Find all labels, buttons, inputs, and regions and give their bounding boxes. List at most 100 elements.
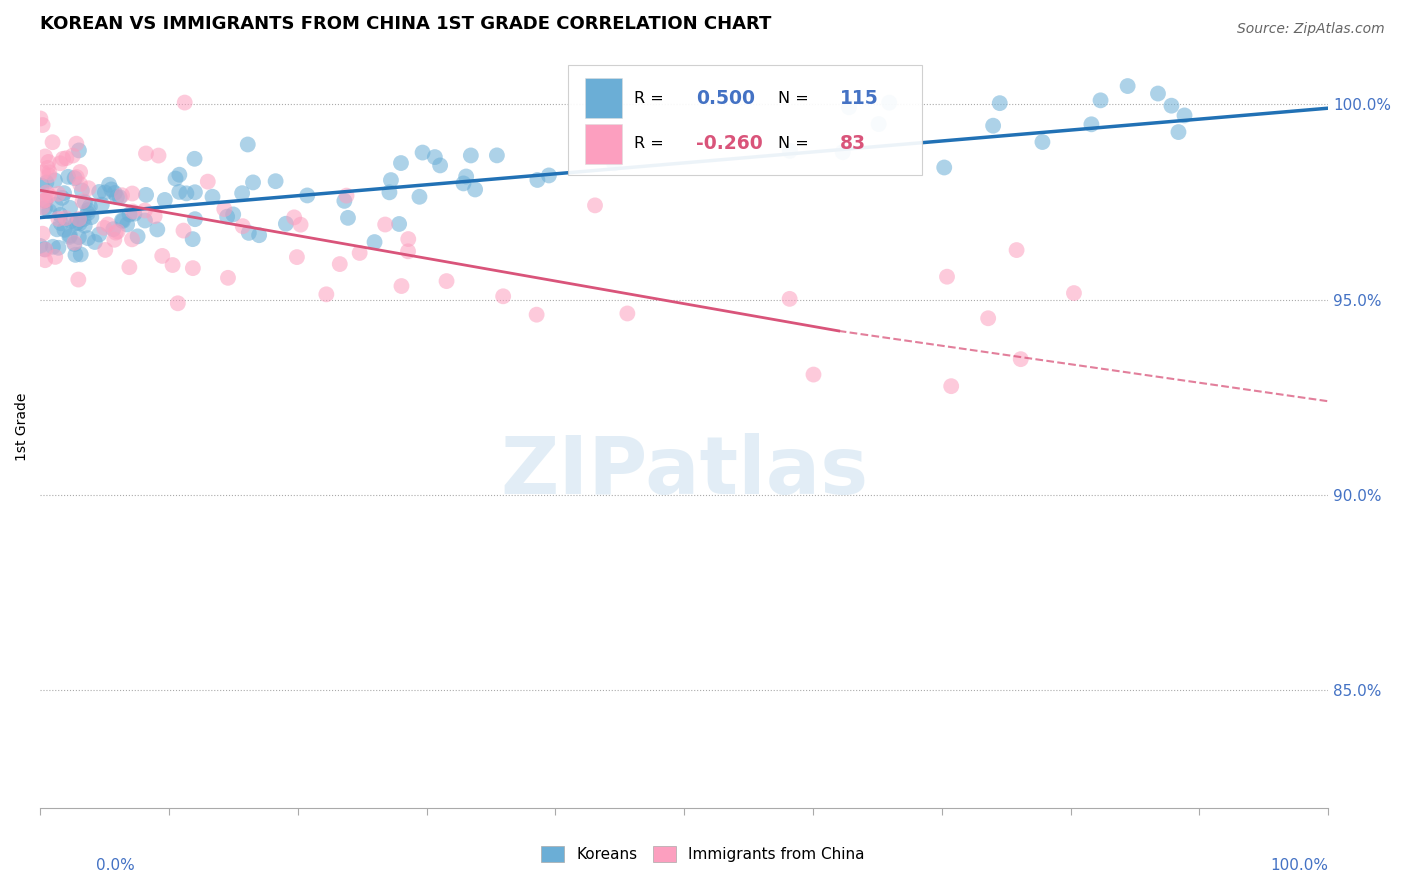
Point — [941, 379, 963, 393]
Point — [201, 190, 224, 204]
Point — [877, 95, 900, 110]
Point — [135, 187, 157, 202]
Text: N =: N = — [778, 136, 814, 152]
Point — [46, 222, 69, 236]
Point — [41, 135, 63, 149]
Point — [460, 148, 482, 162]
Point — [169, 168, 191, 182]
Point — [526, 173, 548, 187]
Point — [80, 210, 103, 224]
Text: ZIPatlas: ZIPatlas — [501, 434, 869, 511]
Point — [76, 231, 98, 245]
Point — [274, 217, 297, 231]
Point — [34, 201, 56, 215]
Point — [44, 250, 66, 264]
Point — [51, 191, 73, 205]
Point — [977, 311, 1000, 326]
Point — [936, 269, 959, 284]
Text: Source: ZipAtlas.com: Source: ZipAtlas.com — [1237, 22, 1385, 37]
Point — [391, 279, 413, 293]
Point — [38, 169, 60, 183]
Point — [111, 214, 134, 228]
Point — [32, 194, 55, 208]
Point — [1063, 286, 1085, 301]
Point — [63, 237, 86, 252]
Text: 115: 115 — [839, 88, 879, 108]
Point — [94, 243, 117, 257]
Point — [31, 178, 53, 193]
Point — [42, 240, 65, 254]
Point — [103, 222, 125, 236]
Point — [73, 195, 96, 210]
Point — [89, 185, 111, 199]
Point — [65, 136, 87, 151]
Point — [31, 118, 53, 132]
Point — [94, 186, 117, 200]
Point — [77, 181, 100, 195]
Point — [380, 173, 402, 187]
Point — [217, 210, 239, 224]
Point — [77, 203, 100, 218]
Point — [838, 100, 860, 114]
Point — [1080, 117, 1102, 131]
Point — [389, 156, 412, 170]
Point — [222, 207, 245, 221]
Point — [35, 176, 58, 190]
Point — [121, 186, 143, 201]
Text: 0.0%: 0.0% — [96, 858, 135, 873]
Point — [34, 194, 56, 208]
Point — [217, 270, 239, 285]
Point — [66, 170, 89, 185]
Point — [492, 289, 515, 303]
Point — [46, 186, 69, 201]
Point — [603, 156, 626, 170]
Point — [934, 161, 956, 175]
Point — [38, 204, 60, 219]
Point — [55, 151, 77, 165]
Point — [981, 119, 1004, 133]
Point — [1031, 135, 1053, 149]
Point — [616, 306, 638, 320]
Text: R =: R = — [634, 91, 669, 106]
Point — [146, 222, 169, 236]
Point — [35, 193, 58, 207]
Point — [236, 137, 259, 152]
Point — [988, 96, 1011, 111]
Point — [181, 232, 204, 246]
Point — [98, 178, 121, 192]
Point — [37, 155, 59, 169]
Point — [34, 242, 56, 256]
Point — [173, 224, 195, 238]
Point — [264, 174, 287, 188]
Point — [90, 197, 112, 211]
Point — [56, 169, 79, 184]
Point — [464, 182, 486, 196]
Point — [100, 182, 122, 196]
Point — [31, 200, 53, 214]
Point — [290, 218, 312, 232]
Point — [247, 228, 270, 243]
Text: KOREAN VS IMMIGRANTS FROM CHINA 1ST GRADE CORRELATION CHART: KOREAN VS IMMIGRANTS FROM CHINA 1ST GRAD… — [41, 15, 772, 33]
Point — [396, 232, 419, 246]
Point — [31, 227, 53, 241]
FancyBboxPatch shape — [585, 124, 623, 164]
Point — [162, 258, 184, 272]
Point — [1167, 125, 1189, 139]
Point — [169, 185, 191, 199]
Point — [34, 253, 56, 268]
Point — [134, 213, 156, 227]
Point — [83, 235, 105, 249]
Point — [143, 209, 166, 223]
Point — [1147, 87, 1170, 101]
Point — [429, 158, 451, 172]
Point — [197, 175, 219, 189]
Point — [34, 149, 56, 163]
Y-axis label: 1st Grade: 1st Grade — [15, 392, 30, 461]
Point — [103, 233, 125, 247]
Point — [408, 190, 430, 204]
Point — [37, 161, 59, 175]
Point — [184, 186, 207, 200]
Point — [1173, 108, 1195, 122]
Point — [108, 190, 131, 204]
Point — [65, 216, 87, 230]
